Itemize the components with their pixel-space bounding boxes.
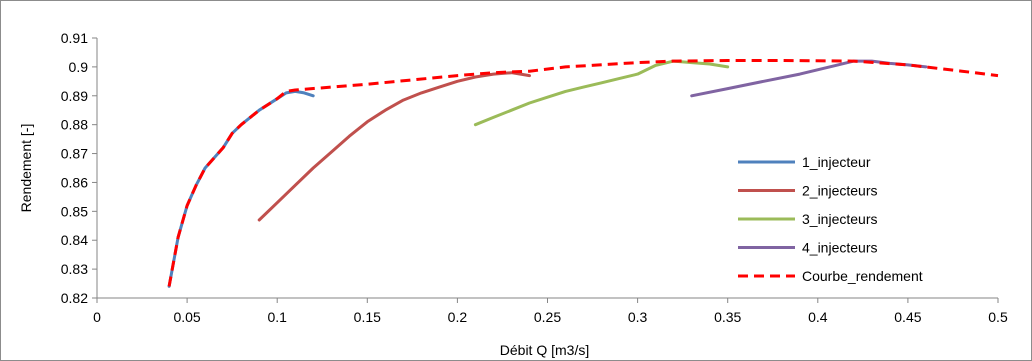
legend: 1_injecteur 2_injecteurs 3_injecteurs 4_inj… — [738, 154, 923, 284]
series-layer — [167, 59, 999, 288]
y-tick-label: 0.91 — [61, 30, 88, 46]
axes: 0.82 0.83 0.84 0.85 0.86 0.87 0.88 0.89 0.9 0.91 0… — [61, 30, 1008, 325]
x-tick-label: 0.3 — [628, 309, 648, 325]
x-tick-label: 0.05 — [173, 309, 200, 325]
x-tick-label: 0.15 — [354, 309, 381, 325]
legend-label: 1_injecteur — [802, 154, 871, 170]
legend-label: 4_injecteurs — [802, 240, 878, 256]
x-tick-label: 0.5 — [988, 309, 1008, 325]
y-tick-label: 0.83 — [61, 261, 88, 277]
y-tick-label: 0.84 — [61, 232, 88, 248]
x-tick-label: 0.45 — [894, 309, 921, 325]
y-tick-label: 0.86 — [61, 174, 88, 190]
y-tick-label: 0.9 — [69, 59, 89, 75]
legend-label: 2_injecteurs — [802, 183, 878, 199]
x-tick-label: 0.1 — [267, 309, 287, 325]
x-tick-label: 0.25 — [534, 309, 561, 325]
y-tick-label: 0.88 — [61, 117, 88, 133]
x-tick-label: 0.35 — [714, 309, 741, 325]
legend-label: Courbe_rendement — [802, 268, 923, 284]
y-tick-label: 0.89 — [61, 88, 88, 104]
y-tick-label: 0.82 — [61, 290, 88, 306]
y-tick-label: 0.87 — [61, 146, 88, 162]
x-tick-label: 0.2 — [448, 309, 468, 325]
x-tick-label: 0.4 — [808, 309, 828, 325]
x-tick-label: 0 — [93, 309, 101, 325]
y-tick-label: 0.85 — [61, 203, 88, 219]
y-axis-title: Rendement [-] — [18, 124, 34, 213]
series-line-3-injecteurs — [473, 59, 730, 127]
legend-label: 3_injecteurs — [802, 211, 878, 227]
series-line-2-injecteurs — [257, 71, 531, 222]
x-axis-title: Débit Q [m3/s] — [500, 342, 589, 358]
